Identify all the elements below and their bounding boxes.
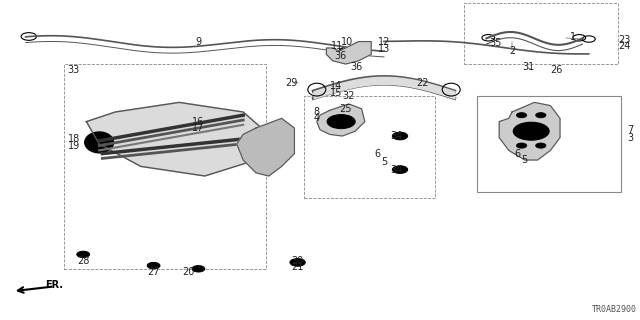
- Text: TR0AB2900: TR0AB2900: [592, 305, 637, 314]
- Text: 6: 6: [514, 148, 520, 159]
- Text: 13: 13: [378, 44, 390, 54]
- Circle shape: [192, 266, 205, 272]
- Text: 17: 17: [192, 123, 205, 133]
- Polygon shape: [317, 104, 365, 136]
- Text: 22: 22: [416, 78, 429, 88]
- Text: FR.: FR.: [45, 280, 63, 290]
- Circle shape: [516, 143, 527, 148]
- Text: 6: 6: [374, 148, 381, 159]
- Text: 19: 19: [67, 140, 80, 151]
- Ellipse shape: [85, 132, 114, 153]
- Circle shape: [290, 259, 305, 266]
- Circle shape: [85, 135, 113, 149]
- Text: 10: 10: [340, 36, 353, 47]
- Circle shape: [77, 251, 90, 258]
- Text: 5: 5: [522, 155, 528, 165]
- Circle shape: [536, 113, 546, 118]
- Text: 25: 25: [339, 104, 352, 114]
- Text: 35: 35: [490, 38, 502, 48]
- Text: 23: 23: [618, 35, 630, 45]
- Text: 34: 34: [390, 164, 403, 175]
- Circle shape: [392, 132, 408, 140]
- Circle shape: [516, 113, 527, 118]
- Text: 28: 28: [77, 256, 90, 266]
- Text: 31: 31: [522, 62, 534, 72]
- Text: 5: 5: [381, 156, 387, 167]
- Circle shape: [392, 166, 408, 173]
- Text: 4: 4: [314, 113, 320, 124]
- Text: 26: 26: [550, 65, 563, 76]
- Circle shape: [513, 122, 549, 140]
- Text: 12: 12: [378, 36, 390, 47]
- Ellipse shape: [246, 135, 285, 166]
- Text: 20: 20: [182, 267, 195, 277]
- Text: 7: 7: [627, 124, 634, 135]
- Circle shape: [350, 49, 360, 54]
- Text: 15: 15: [330, 88, 342, 98]
- Polygon shape: [86, 102, 269, 176]
- Text: 30: 30: [291, 256, 304, 266]
- Circle shape: [147, 262, 160, 269]
- Text: 36: 36: [334, 51, 347, 61]
- Text: 29: 29: [285, 78, 298, 88]
- Text: 14: 14: [330, 81, 342, 92]
- Circle shape: [252, 143, 280, 157]
- Text: 34: 34: [390, 131, 403, 141]
- Text: 21: 21: [291, 262, 304, 272]
- Polygon shape: [237, 118, 294, 176]
- Text: 9: 9: [195, 36, 202, 47]
- Text: 2: 2: [509, 46, 515, 56]
- Polygon shape: [326, 42, 371, 64]
- Text: 8: 8: [314, 107, 320, 117]
- Text: 11: 11: [331, 41, 344, 52]
- Text: 3: 3: [627, 132, 634, 143]
- Polygon shape: [499, 102, 560, 160]
- Text: 33: 33: [67, 65, 80, 76]
- Text: 27: 27: [147, 267, 160, 277]
- Text: 36: 36: [350, 62, 363, 72]
- Circle shape: [536, 143, 546, 148]
- Circle shape: [327, 115, 355, 129]
- Text: 18: 18: [67, 134, 80, 144]
- Text: 24: 24: [618, 41, 630, 52]
- Circle shape: [524, 127, 539, 135]
- Text: 1: 1: [570, 32, 576, 42]
- Text: 16: 16: [192, 116, 205, 127]
- Circle shape: [339, 48, 349, 53]
- Text: 32: 32: [342, 91, 355, 101]
